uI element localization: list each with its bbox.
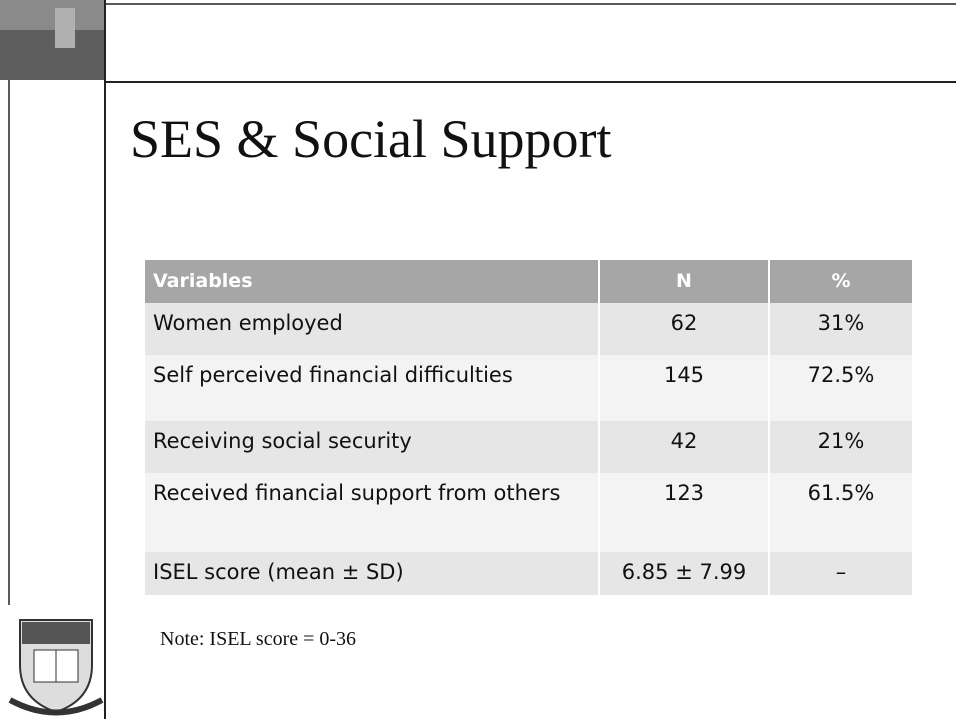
table-cell: Women employed [145, 303, 598, 355]
table-cell: 61.5% [770, 473, 912, 552]
header-photo-building [0, 30, 104, 80]
table-cell: 72.5% [770, 355, 912, 421]
header-cell: Variables [145, 260, 598, 303]
table-cell: Receiving social security [145, 421, 598, 473]
table-cell: 31% [770, 303, 912, 355]
table-cell: 123 [600, 473, 768, 552]
header-photo-tower [55, 8, 75, 48]
table-cell: 6.85 ± 7.99 [600, 552, 768, 595]
university-crest [8, 619, 104, 716]
table-cell: Received financial support from others [145, 473, 598, 552]
header-cell: N [600, 260, 768, 303]
table-cell: 21% [770, 421, 912, 473]
slide-title: SES & Social Support [130, 109, 612, 169]
note: Note: ISEL score = 0-36 [160, 628, 357, 650]
table-cell: – [770, 552, 912, 595]
table-cell: 145 [600, 355, 768, 421]
header-cell: % [770, 260, 912, 303]
table-cell: ISEL score (mean ± SD) [145, 552, 598, 595]
table-cell: 42 [600, 421, 768, 473]
data-table: Variables N% Women employed 62 31% Self perce… [145, 260, 912, 595]
table-cell: Self perceived financial difficulties [145, 355, 598, 421]
table-cell: 62 [600, 303, 768, 355]
